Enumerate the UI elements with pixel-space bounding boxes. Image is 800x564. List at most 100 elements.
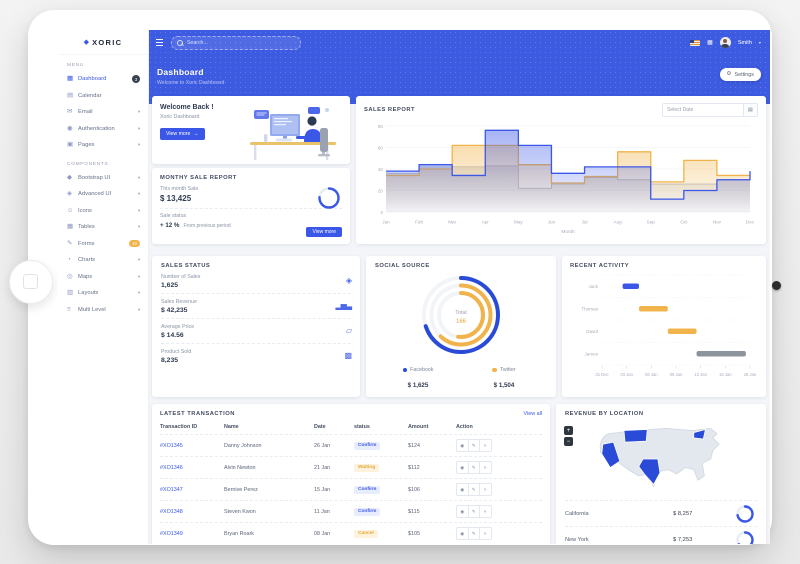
device-home-button[interactable]	[9, 260, 53, 304]
latest-transaction-card: Latest Transaction View all Transaction …	[152, 404, 550, 544]
sidebar-item-charts[interactable]: ◔ Charts ▾	[58, 252, 148, 269]
col-amount: Amount	[408, 424, 429, 430]
svg-text:06 Jan: 06 Jan	[645, 372, 658, 377]
view-more-button[interactable]: View more →	[160, 128, 205, 140]
sidebar-item-email[interactable]: ✉ Email ▾	[58, 104, 148, 121]
chevron-down-icon: ▾	[137, 290, 140, 296]
settings-button[interactable]: ⚙ Settings	[719, 68, 761, 81]
eye-icon: ◉	[460, 442, 465, 448]
svg-text:166: 166	[456, 319, 467, 325]
transaction-id-link[interactable]: #XO1345	[160, 442, 183, 449]
sidebar-item-dashboard[interactable]: ▦ Dashboard 3	[58, 71, 148, 88]
state-montana[interactable]	[623, 429, 648, 443]
sidebar-item-advanced-ui[interactable]: ◈ Advanced UI ▾	[58, 186, 148, 203]
view-button[interactable]: ◉	[456, 439, 469, 452]
welcome-subtitle: Xoric Dashboard	[160, 114, 200, 120]
zoom-in-button[interactable]: +	[564, 426, 573, 435]
edit-button[interactable]: ✎	[468, 527, 480, 540]
sidebar-item-maps[interactable]: ◎ Maps ▾	[58, 269, 148, 286]
user-name[interactable]: Smith	[737, 39, 752, 46]
pencil-icon: ✎	[471, 530, 476, 536]
sidebar-section-components: COMPONENTS	[67, 161, 109, 167]
eye-icon: ◉	[460, 530, 465, 536]
sidebar-item-layouts[interactable]: ▥ Layouts ▾	[58, 285, 148, 302]
calendar-icon[interactable]: ▤	[743, 104, 757, 116]
edit-button[interactable]: ✎	[468, 483, 480, 496]
col-name: Name	[224, 424, 239, 430]
edit-button[interactable]: ✎	[468, 461, 480, 474]
svg-text:40: 40	[378, 167, 384, 172]
apps-grid-icon[interactable]: ▦	[707, 39, 713, 46]
trash-icon: ×	[483, 509, 487, 514]
levels-icon: ≡	[67, 305, 71, 313]
delete-button[interactable]: ×	[480, 527, 492, 540]
view-button[interactable]: ◉	[456, 527, 469, 540]
page-header: Dashboard Welcome to Xoric Dashboard ⚙ S…	[157, 67, 761, 86]
sidebar-item-icons[interactable]: ☺ Icons ▾	[58, 203, 148, 220]
sidebar-item-pages[interactable]: ▣ Pages ▾	[58, 137, 148, 154]
delete-button[interactable]: ×	[480, 439, 492, 452]
table-row: #XO1347 Bernive Perez 15 Jan Confirm $10…	[160, 479, 542, 501]
transaction-id-link[interactable]: #XO1346	[160, 464, 183, 471]
view-button[interactable]: ◉	[456, 483, 469, 496]
transaction-id-link[interactable]: #XO1348	[160, 508, 183, 515]
select-date-input[interactable]: Select Date ▤	[662, 103, 758, 117]
state-texas[interactable]	[638, 458, 661, 486]
zoom-out-button[interactable]: −	[564, 437, 573, 446]
view-more-button[interactable]: View more	[306, 226, 342, 237]
delete-button[interactable]: ×	[480, 505, 492, 518]
action-group: ◉ ✎ ×	[456, 527, 542, 540]
svg-text:Month: Month	[561, 229, 575, 235]
location-value: $ 7,253	[673, 536, 693, 543]
sidebar-item-tables[interactable]: ▦ Tables ▾	[58, 219, 148, 236]
cell-amount: $112	[408, 464, 420, 471]
legend-twitter: Twitter $ 1,504	[461, 361, 547, 389]
delete-button[interactable]: ×	[480, 461, 492, 474]
cell-date: 26 Jan	[314, 442, 331, 449]
forms-badge: 10	[129, 240, 140, 248]
state-california[interactable]	[601, 441, 621, 469]
cell-amount: $106	[408, 486, 420, 493]
svg-text:Nov: Nov	[713, 220, 722, 225]
chevron-down-icon: ▾	[137, 224, 140, 230]
delete-button[interactable]: ×	[480, 483, 492, 496]
view-button[interactable]: ◉	[456, 505, 469, 518]
cell-name: Alvin Newton	[224, 464, 256, 471]
svg-text:31 Dec: 31 Dec	[595, 372, 608, 377]
table-row: #XO1346 Alvin Newton 21 Jan Waiting $112…	[160, 457, 542, 479]
top-header: Search... ▦ Smith ▾ Dashboard Welcome to…	[148, 30, 770, 104]
chevron-down-icon: ▾	[137, 257, 140, 263]
language-flag-icon[interactable]	[690, 39, 701, 46]
sidebar-item-calendar[interactable]: ▤ Calendar	[58, 88, 148, 105]
edit-button[interactable]: ✎	[468, 439, 480, 452]
sidebar-item-forms[interactable]: ✎ Forms 10	[58, 236, 148, 253]
stat-value: $ 14.56	[161, 331, 184, 339]
avatar[interactable]	[719, 37, 731, 48]
stat-row-number-of-sales: Number of Sales 1,625 ◈	[161, 269, 352, 294]
chevron-down-icon: ▾	[758, 40, 761, 45]
search-input[interactable]: Search...	[171, 35, 301, 50]
menu-toggle-icon[interactable]	[156, 39, 163, 46]
twitter-dot-icon	[492, 367, 497, 373]
chevron-down-icon: ▾	[137, 142, 140, 148]
location-row: New York $ 7,253	[565, 526, 757, 544]
transaction-id-link[interactable]: #XO1349	[160, 530, 183, 537]
transaction-id-link[interactable]: #XO1347	[160, 486, 183, 493]
sidebar-item-label: Icons	[78, 207, 92, 214]
welcome-illustration	[250, 107, 336, 160]
logo[interactable]: ◆ XORIC	[58, 30, 148, 55]
svg-text:Jack: Jack	[589, 284, 599, 289]
usa-map[interactable]	[591, 421, 731, 495]
state-new-york[interactable]	[693, 428, 706, 440]
revenue-location-card: Revenue By Location + − California	[556, 404, 766, 544]
view-all-link[interactable]: View all	[523, 411, 542, 417]
sidebar-item-label: Bootstrap UI	[78, 174, 111, 181]
sidebar-item-multi-level[interactable]: ≡ Multi Level ▾	[58, 302, 148, 319]
view-button[interactable]: ◉	[456, 461, 469, 474]
search-icon	[177, 39, 183, 46]
col-action: Action	[456, 424, 473, 430]
stat-label: Product Sold	[161, 348, 192, 355]
sidebar-item-authentication[interactable]: ◉ Authentication ▾	[58, 121, 148, 138]
edit-button[interactable]: ✎	[468, 505, 480, 518]
sidebar-item-bootstrap-ui[interactable]: ◆ Bootstrap UI ▾	[58, 170, 148, 187]
